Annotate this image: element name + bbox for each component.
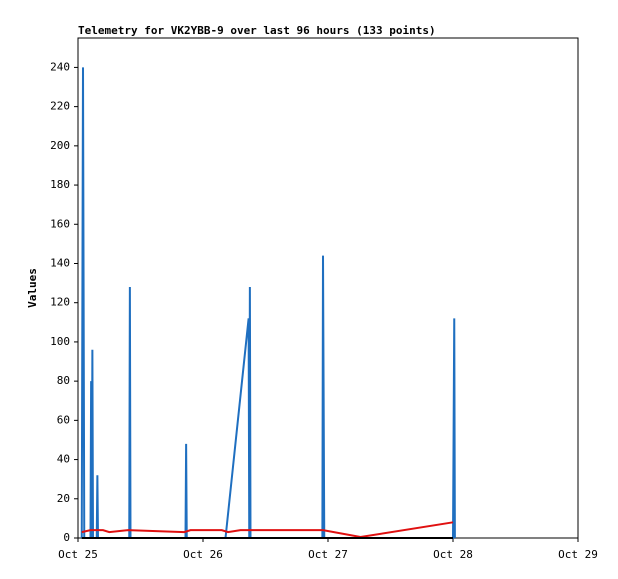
x-tick-label: Oct 27 — [308, 548, 348, 561]
y-tick-label: 160 — [50, 217, 70, 230]
x-tick-label: Oct 28 — [433, 548, 473, 561]
series-line — [81, 521, 454, 539]
series-line — [80, 67, 456, 539]
plot-frame — [77, 37, 579, 539]
y-tick-label: 120 — [50, 296, 70, 309]
y-tick-label: 60 — [57, 413, 70, 426]
y-tick-label: 100 — [50, 335, 70, 348]
y-tick-label: 40 — [57, 453, 70, 466]
y-tick-label: 180 — [50, 178, 70, 191]
y-tick-label: 20 — [57, 492, 70, 505]
y-tick-label: 80 — [57, 374, 70, 387]
y-tick-label: 140 — [50, 256, 70, 269]
y-tick-label: 220 — [50, 100, 70, 113]
x-tick-label: Oct 25 — [58, 548, 98, 561]
y-axis-label: Values — [26, 268, 39, 308]
chart-title: Telemetry for VK2YBB-9 over last 96 hour… — [78, 24, 436, 37]
y-tick-label: 0 — [63, 531, 70, 544]
x-tick-label: Oct 29 — [558, 548, 598, 561]
y-tick-label: 200 — [50, 139, 70, 152]
y-tick-label: 240 — [50, 60, 70, 73]
x-tick-label: Oct 26 — [183, 548, 223, 561]
